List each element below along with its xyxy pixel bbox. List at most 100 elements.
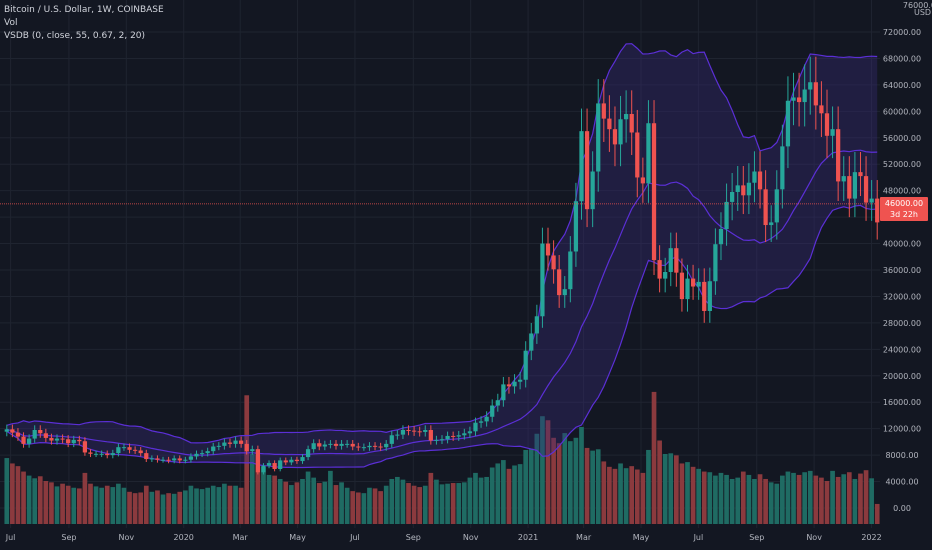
candle-body [769,222,774,226]
volume-bar [249,454,255,524]
candle-body [557,269,562,296]
candle-body [244,443,249,452]
volume-bar [32,478,38,524]
candle-body [43,433,48,438]
volume-bar [71,487,77,524]
candle-body [105,453,110,456]
volume-bar [422,485,428,524]
candle-body [590,171,595,210]
volume-bar [746,474,752,524]
candle-body [15,432,21,437]
volume-bar [478,477,484,524]
volume-bar [651,391,657,524]
volume-bar [668,453,674,524]
candle-body [339,443,344,446]
candle-body [294,459,300,462]
candle-body [490,405,495,417]
volume-bar [551,437,556,524]
volume-bar [434,479,439,524]
volume-bar [623,468,629,524]
volume-bar [858,473,863,524]
candle-body [172,458,177,461]
volume-bar [37,476,43,524]
candle-body [473,422,478,432]
candle-body [255,449,260,473]
y-tick-label: 8000.00 [885,451,918,460]
y-tick-label: 64000.00 [883,81,921,90]
candle-body [116,447,121,454]
candle-body [724,201,729,230]
candle-body [177,458,182,461]
candle-body [188,456,194,460]
volume-bar [93,486,99,524]
candle-body [836,129,841,182]
volume-bar [76,488,82,524]
candle-body [311,443,316,450]
y-tick-label: 20000.00 [883,372,921,381]
candle-body [38,429,43,434]
candle-body [813,82,818,106]
volume-bar [450,483,456,524]
volume-bar [456,483,462,524]
y-tick-label: 0.00 [893,504,911,513]
volume-bar [874,503,880,524]
candle-body [283,460,288,463]
volume-bar [484,476,489,524]
volume-bar [339,482,344,524]
candle-body [551,255,556,270]
candle-body [88,452,93,454]
candle-body [378,446,383,448]
time-axis[interactable]: Jul Sep Nov 2020 Mar May Jul Sep Nov 2021 Mar May Ju… [5,533,882,542]
price-axis[interactable]: 72000.00 68000.00 64000.00 60000.00 56000.00… [883,28,921,513]
volume-bar [15,466,21,524]
volume-bar [718,472,724,524]
candle-body [657,260,662,279]
candle-body [300,457,305,462]
volume-bar [629,466,635,524]
volume-bar [690,466,696,524]
candle-body [545,243,551,256]
volume-bar [607,466,612,524]
candle-body [133,449,138,451]
volume-bar [328,470,333,524]
candle-body [690,278,696,287]
candle-body [82,441,88,453]
volume-bar [244,395,250,524]
candle-body [261,465,266,473]
candle-body [160,459,166,461]
candle-body [423,429,428,432]
volume-legend[interactable]: Vol [4,18,18,28]
candle-body [702,281,707,311]
candle-body [875,198,880,223]
volume-bar [199,489,205,524]
symbol-title[interactable]: Bitcoin / U.S. Dollar, 1W, COINBASE [4,5,164,15]
volume-bar [796,474,802,524]
volume-bar [277,478,283,524]
candle-body [317,443,322,447]
x-tick-label: Nov [463,533,479,542]
volume-bar [88,483,93,524]
volume-bar [344,487,350,524]
candle-body [467,431,473,434]
candle-body [227,442,233,444]
candle-body [356,446,361,448]
volume-bar [182,490,188,524]
axis-top-partial-label: 76000.00 [903,1,932,10]
volume-bar [713,475,718,524]
x-tick-label: 2021 [518,533,538,542]
indicator-legend[interactable]: VSDB (0, close, 55, 0.67, 2, 20) [4,31,146,41]
volume-bar [116,483,121,524]
candle-body [568,251,573,290]
volume-bar [701,471,707,524]
candle-body [685,278,690,300]
volume-bar [417,487,423,524]
candle-body [21,436,26,444]
candle-body [863,176,869,203]
candle-body [99,453,104,455]
countdown-label: 3d 22h [890,210,918,219]
volume-bar [813,475,819,524]
volume-bar [830,470,835,524]
volume-bar [841,474,847,524]
candle-body [417,431,422,433]
